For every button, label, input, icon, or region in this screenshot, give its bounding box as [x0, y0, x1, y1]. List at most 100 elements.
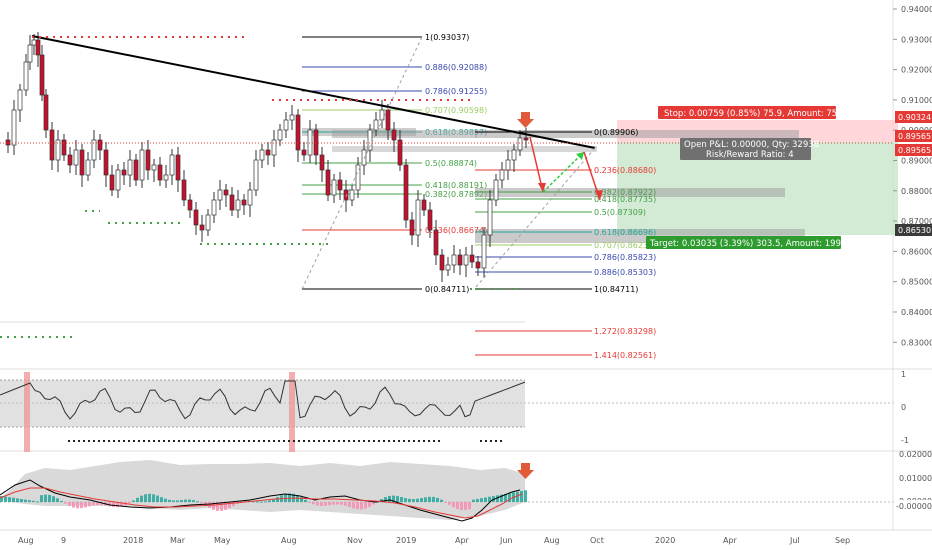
candle	[175, 154, 181, 181]
oscillator-axis[interactable]: 1 0 -1	[901, 370, 909, 445]
time-tick-label: 9	[61, 536, 66, 545]
macd-bar	[372, 502, 375, 505]
candle	[205, 214, 211, 231]
target-label: Target: 0.03035 (3.39%) 303.5, Amount: 1…	[649, 239, 860, 249]
macd-bar	[440, 499, 443, 502]
candle	[151, 164, 157, 171]
macd-bar	[192, 500, 195, 502]
candle	[385, 109, 391, 131]
fib-level-label: 0.236(0.88680)	[594, 166, 656, 175]
time-tick-label: Aug	[281, 536, 297, 545]
fib-level-label: 0.618(0.86696)	[594, 228, 656, 237]
macd-pane	[0, 460, 893, 522]
candle	[223, 189, 229, 196]
macd-tick-label: 0.02000	[899, 450, 932, 459]
candle	[145, 149, 151, 171]
projection-line-lower[interactable]	[475, 147, 596, 288]
macd-bar	[76, 502, 79, 509]
fib-level-label: 1.272(0.83298)	[594, 327, 656, 336]
time-tick-label: Oct	[590, 536, 604, 545]
macd-bar	[36, 501, 39, 503]
candle	[139, 149, 145, 181]
price-tick-label: 0.92000	[901, 66, 932, 75]
macd-bar	[336, 502, 339, 505]
candle	[247, 189, 253, 206]
macd-down-arrow	[517, 463, 534, 479]
macd-bar	[44, 494, 47, 502]
macd-bar	[424, 497, 427, 502]
macd-bar	[508, 493, 511, 502]
price-tag-target: 0.86530	[895, 224, 932, 236]
candle	[187, 199, 193, 211]
candle	[463, 254, 469, 266]
macd-bar	[472, 499, 475, 502]
candle	[517, 137, 523, 151]
time-tick-label: 2020	[655, 536, 675, 545]
macd-bar	[284, 493, 287, 502]
fib-level-label: 0(0.89906)	[594, 128, 638, 137]
stop-label-box[interactable]: Stop: 0.00759 (0.85%) 75.9, Amount: 750	[658, 106, 843, 119]
macd-bar	[40, 495, 43, 502]
macd-bar	[52, 496, 55, 502]
macd-bar	[260, 501, 263, 503]
macd-bar	[20, 499, 23, 502]
candle	[43, 94, 49, 131]
price-tick-label: 0.94000	[901, 5, 932, 14]
price-tag-label: 0.86530	[898, 226, 931, 235]
macd-bar	[520, 491, 523, 502]
candle	[445, 264, 451, 271]
fib-level-label: 0.5(0.88874)	[425, 159, 477, 168]
macd-bar	[216, 502, 219, 511]
macd-bar	[352, 502, 355, 509]
candle	[499, 169, 505, 181]
price-tick-label: 0.88000	[901, 187, 932, 196]
price-axis[interactable]: 0.940000.930000.920000.910000.900000.890…	[893, 5, 932, 347]
macd-bar	[376, 501, 379, 503]
candle	[73, 149, 79, 166]
candle	[109, 174, 115, 191]
candle	[181, 179, 187, 201]
macd-bar	[316, 502, 319, 506]
forecast-arrows[interactable]	[529, 136, 603, 201]
price-tag-label: 0.89565	[898, 146, 931, 155]
candle	[319, 154, 325, 171]
candle	[157, 164, 163, 181]
fib-level-label: 0.418(0.87735)	[594, 195, 656, 204]
candlestick-series	[5, 32, 529, 282]
signal-line	[0, 487, 523, 519]
time-axis[interactable]: Aug 9 2018 Mar May Aug Nov 2019 Apr Jun Aug Oct 2020…	[18, 536, 850, 545]
candle	[121, 169, 127, 176]
trend-line[interactable]	[31, 35, 596, 149]
candle	[427, 209, 433, 231]
macd-bar	[180, 500, 183, 502]
candle	[457, 254, 463, 266]
macd-bar	[400, 497, 403, 502]
macd-bar	[32, 500, 35, 502]
price-tick-label: 0.87000	[901, 217, 932, 226]
candle	[199, 224, 205, 231]
time-tick-label: Aug	[544, 536, 560, 545]
candle	[97, 139, 103, 151]
macd-bar	[364, 502, 367, 509]
macd-bar	[24, 499, 27, 502]
candle	[493, 179, 499, 201]
macd-bar	[368, 502, 371, 507]
candle	[349, 189, 355, 201]
candle	[23, 61, 29, 91]
oscillator-line	[0, 380, 526, 420]
macd-bar	[4, 496, 7, 502]
candle	[259, 149, 265, 161]
time-tick-label: May	[214, 536, 231, 545]
macd-bar	[8, 497, 11, 502]
candle	[481, 234, 487, 269]
target-label-box[interactable]: Target: 0.03035 (3.39%) 303.5, Amount: 1…	[646, 236, 860, 249]
macd-bar	[408, 498, 411, 502]
macd-bar	[0, 496, 3, 502]
macd-bar	[320, 502, 323, 506]
pnl-label-box[interactable]: Open P&L: 0.00000, Qty: 32938 Risk/Rewar…	[680, 138, 819, 160]
time-tick-label: Apr	[723, 536, 738, 545]
projection-line-upper[interactable]	[301, 36, 423, 290]
price-tick-label: 0.89000	[901, 157, 932, 166]
